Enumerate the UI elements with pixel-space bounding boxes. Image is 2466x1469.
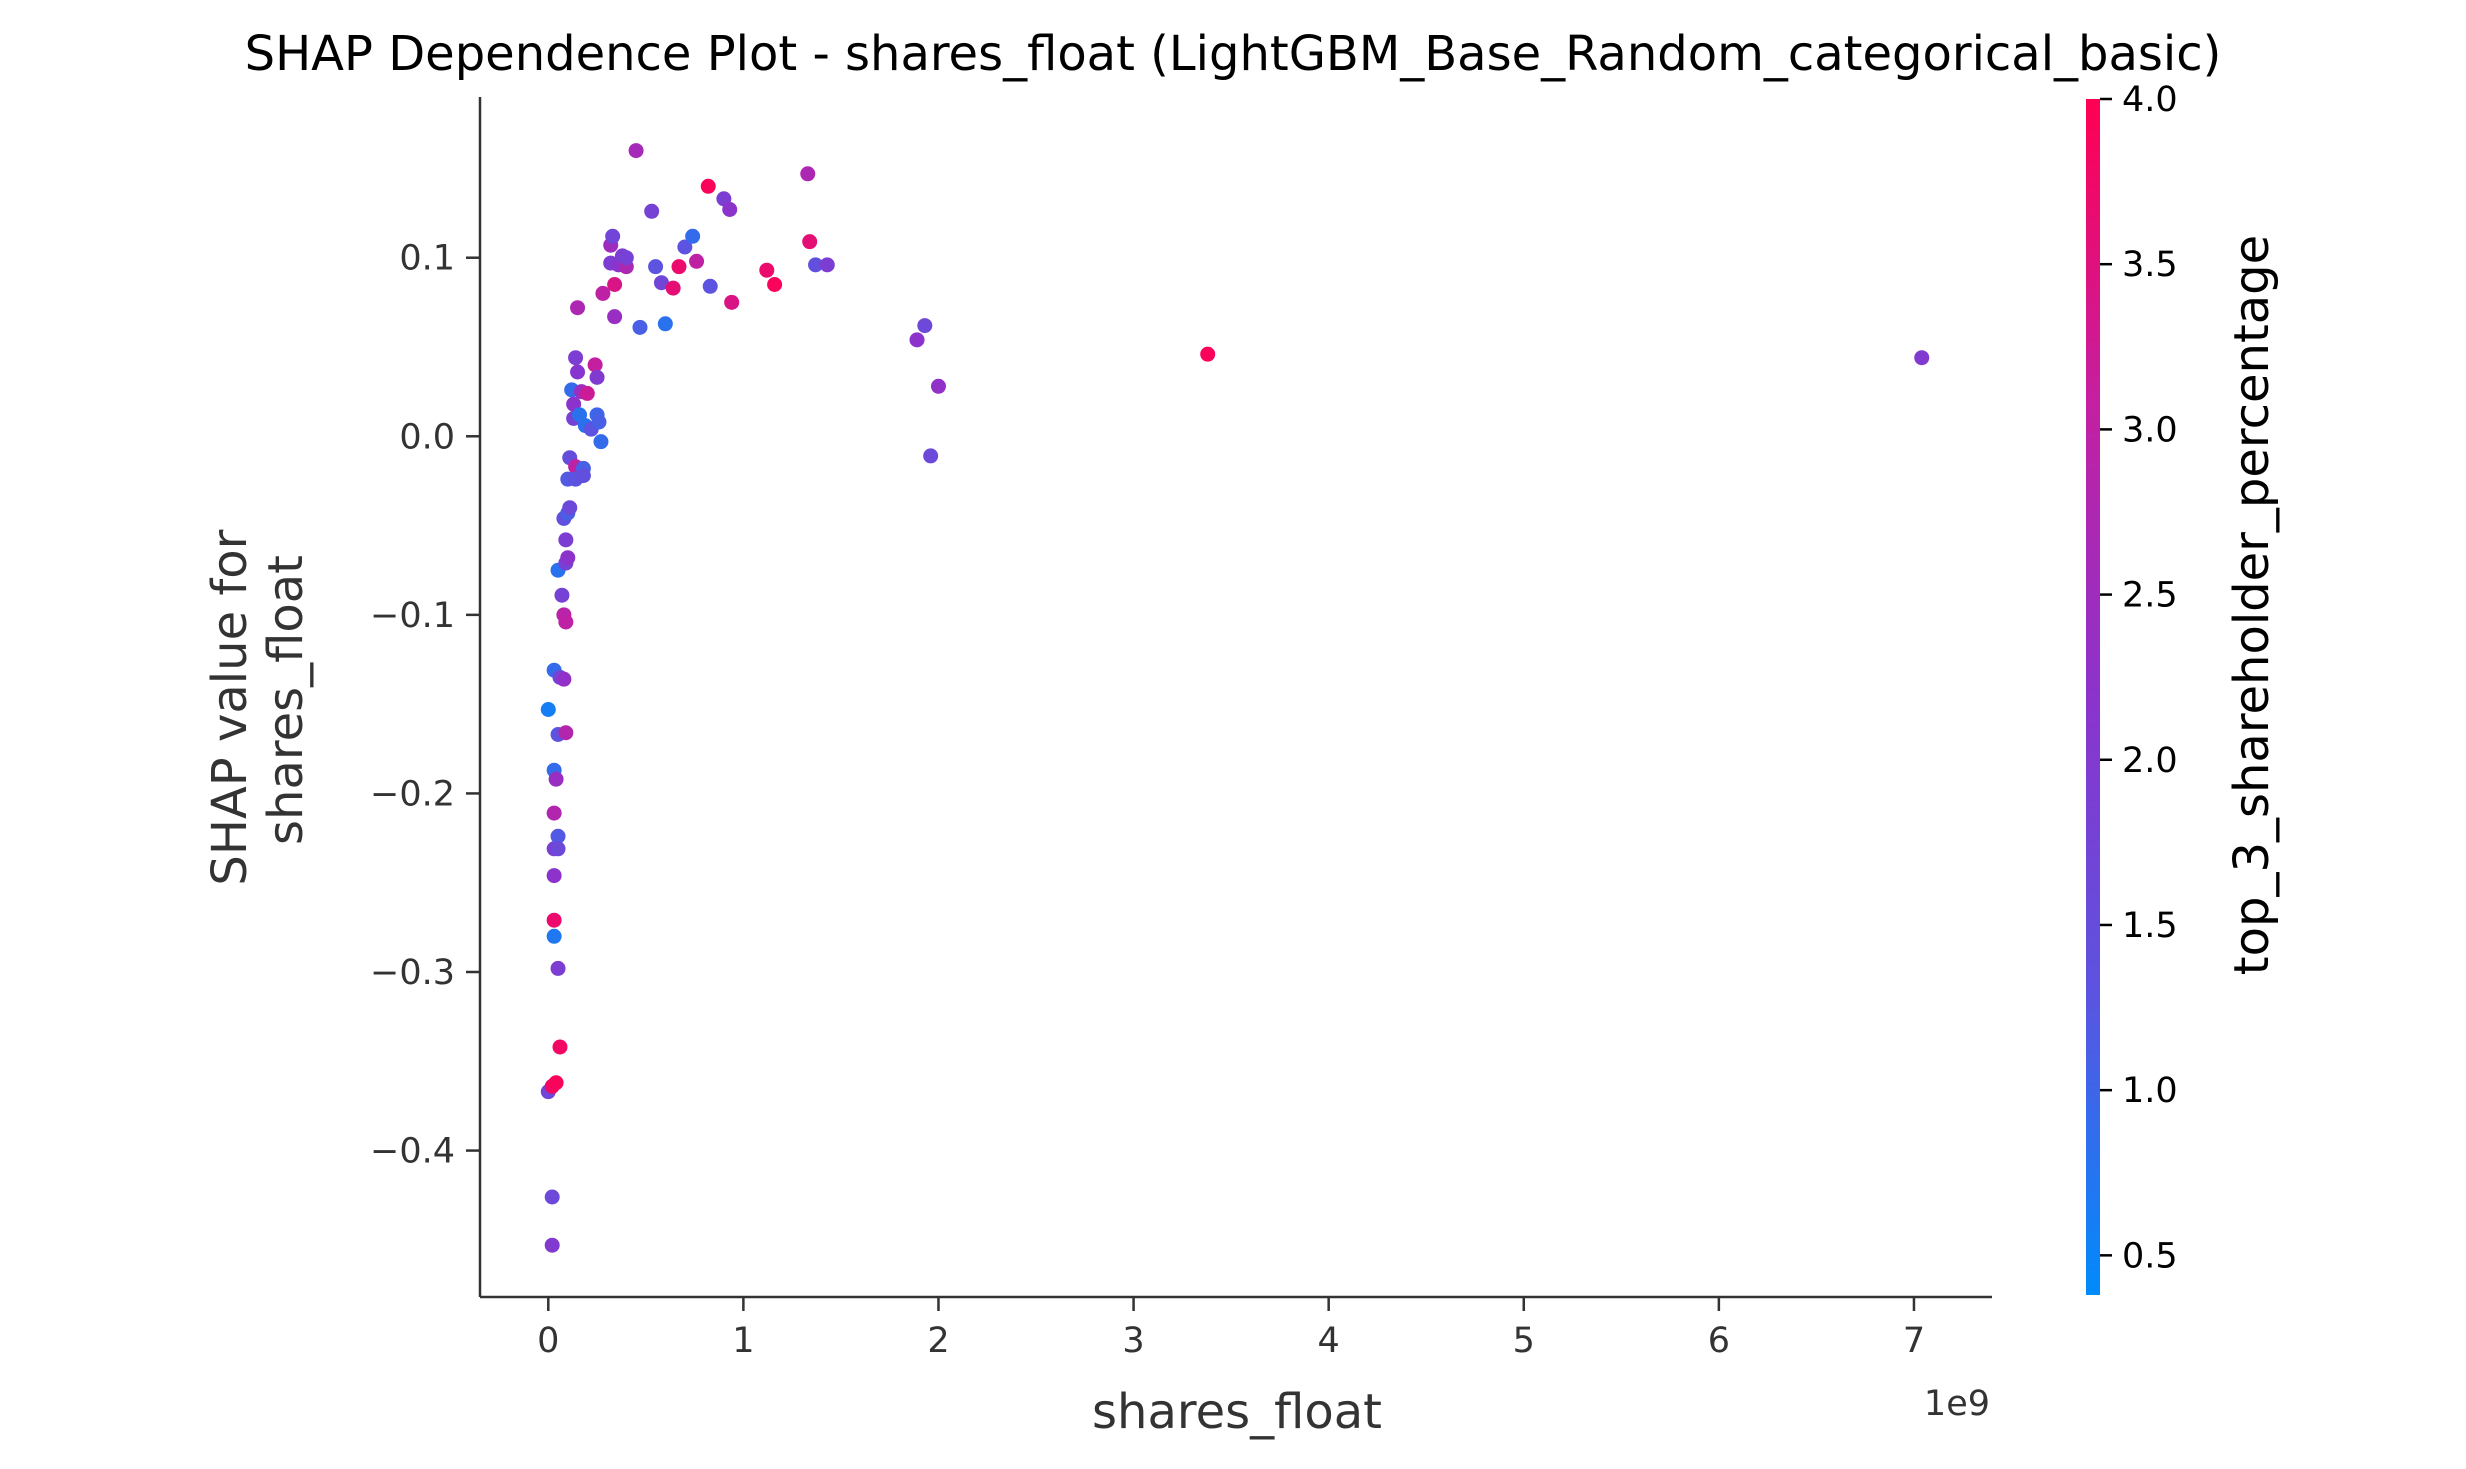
scatter-points: [540, 143, 1930, 1253]
colorbar-tick-label: 4.0: [2122, 80, 2178, 120]
data-point: [579, 385, 595, 401]
colorbar-tick-label: 1.5: [2122, 906, 2178, 946]
x-axis-ticks: 0 1 2 3 4 5 6 7: [537, 1297, 1925, 1361]
colorbar-tick-label: 1.0: [2122, 1071, 2178, 1111]
data-point: [568, 350, 584, 366]
data-point: [546, 868, 562, 884]
data-point: [808, 257, 824, 273]
data-point: [558, 532, 574, 548]
colorbar-tick-label: 3.0: [2122, 410, 2178, 450]
data-point: [665, 280, 681, 296]
colorbar-tick-label: 3.5: [2122, 245, 2178, 285]
x-tick-label: 2: [927, 1321, 949, 1361]
y-axis-ticks: 0.1 0.0 −0.1 −0.2 −0.3 −0.4: [370, 239, 480, 1172]
colorbar-tick-label: 2.0: [2122, 741, 2178, 781]
x-tick-label: 5: [1513, 1321, 1535, 1361]
data-point: [589, 369, 605, 385]
data-point: [548, 771, 564, 787]
data-point: [632, 319, 648, 335]
data-point: [1200, 346, 1216, 362]
data-point: [909, 332, 925, 348]
data-point: [591, 414, 607, 430]
data-point: [548, 1075, 564, 1091]
data-point: [550, 841, 566, 857]
data-point: [677, 239, 693, 255]
data-point: [544, 1189, 560, 1205]
data-point: [544, 1237, 560, 1253]
data-point: [1914, 350, 1930, 366]
data-point: [607, 277, 623, 292]
y-tick-label: −0.1: [370, 596, 455, 636]
data-point: [593, 434, 609, 450]
x-tick-label: 3: [1122, 1321, 1144, 1361]
y-tick-label: −0.3: [370, 953, 455, 993]
y-tick-label: −0.4: [370, 1132, 455, 1172]
data-point: [917, 318, 933, 334]
x-axis-offset-label: 1e9: [1924, 1384, 1990, 1424]
data-point: [657, 316, 673, 332]
data-point: [724, 294, 740, 310]
data-point: [554, 587, 570, 603]
data-point: [930, 378, 946, 394]
data-point: [587, 357, 603, 373]
colorbar: [2086, 99, 2100, 1295]
data-point: [575, 468, 591, 484]
data-point: [700, 178, 716, 194]
x-tick-label: 1: [732, 1321, 754, 1361]
data-point: [689, 253, 705, 269]
data-point: [556, 671, 572, 687]
data-point: [767, 277, 783, 292]
data-point: [759, 262, 775, 278]
data-point: [546, 912, 562, 928]
data-point: [570, 300, 586, 316]
data-point: [648, 259, 664, 275]
data-point: [595, 285, 611, 301]
data-point: [605, 228, 621, 244]
data-point: [722, 202, 738, 217]
y-tick-label: 0.1: [399, 239, 455, 279]
x-tick-label: 0: [537, 1321, 559, 1361]
colorbar-title: top_3_shareholder_percentage: [2224, 235, 2280, 975]
data-point: [685, 228, 701, 244]
data-point: [550, 960, 566, 976]
data-point: [558, 725, 574, 741]
data-point: [702, 278, 718, 294]
data-point: [618, 250, 634, 266]
data-point: [923, 448, 939, 464]
y-axis-title-line-1: SHAP value for: [202, 529, 258, 885]
data-point: [570, 364, 586, 380]
data-point: [653, 275, 669, 291]
colorbar-tick-label: 0.5: [2122, 1236, 2178, 1276]
data-point: [819, 257, 835, 273]
data-point: [607, 309, 623, 325]
x-tick-label: 7: [1903, 1321, 1925, 1361]
data-point: [628, 143, 644, 159]
colorbar-tick-label: 2.5: [2122, 576, 2178, 616]
data-point: [550, 828, 566, 844]
y-axis-title-line-2: shares_float: [258, 555, 314, 845]
data-point: [671, 259, 687, 275]
colorbar-ticks: 4.0 3.5 3.0 2.5 2.0 1.5 1.0 0.5: [2100, 80, 2178, 1276]
data-point: [800, 166, 816, 182]
data-point: [644, 203, 660, 219]
x-tick-label: 6: [1708, 1321, 1730, 1361]
x-tick-label: 4: [1318, 1321, 1340, 1361]
y-tick-label: 0.0: [399, 417, 455, 457]
data-point: [802, 234, 818, 250]
data-point: [558, 614, 574, 630]
y-axis-title: SHAP value for shares_float: [202, 514, 314, 885]
y-tick-label: −0.2: [370, 774, 455, 814]
chart-title: SHAP Dependence Plot - shares_float (Lig…: [245, 26, 2222, 82]
data-point: [552, 1039, 568, 1055]
x-axis-title: shares_float: [1092, 1384, 1382, 1440]
data-point: [540, 702, 556, 717]
data-point: [546, 805, 562, 821]
data-point: [546, 928, 562, 944]
data-point: [562, 500, 578, 516]
data-point: [560, 550, 576, 566]
